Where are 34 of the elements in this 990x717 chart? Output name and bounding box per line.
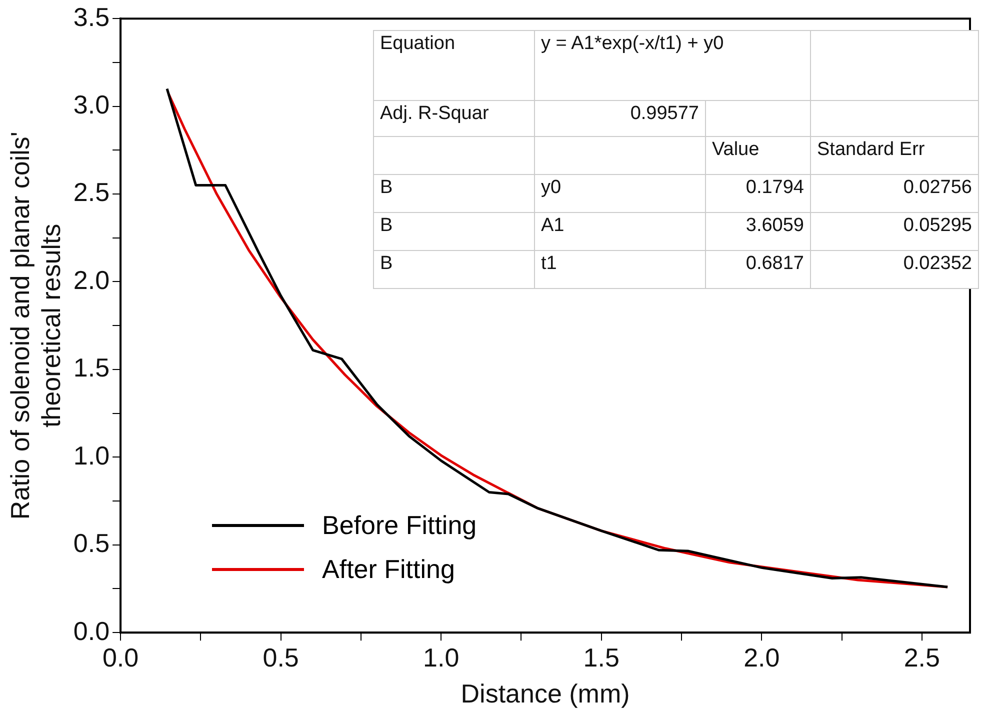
- annotation: 3.6059: [706, 212, 810, 250]
- legend-label: After Fitting: [322, 554, 455, 584]
- x-tick-label: 2.5: [904, 642, 940, 672]
- x-tick-label: 1.5: [583, 642, 620, 672]
- annotation: 0.99577: [534, 100, 706, 136]
- y-tick-label: 2.5: [73, 177, 110, 208]
- x-axis-title: Distance (mm): [460, 678, 630, 709]
- annotation: Adj. R-Squar: [374, 100, 534, 136]
- y-tick-label: 1.5: [73, 352, 110, 383]
- annotation: 0.6817: [706, 250, 810, 288]
- annotation: B: [374, 250, 534, 288]
- y-tick-label: 3.5: [73, 2, 110, 32]
- y-tick-label: 2.0: [73, 264, 110, 295]
- y-axis-title: Ratio of solenoid and planar coils' theoretical results: [4, 132, 66, 520]
- x-tick-label: 0.5: [262, 642, 299, 672]
- legend-label: Before Fitting: [322, 510, 477, 540]
- annotation: Standard Err: [810, 136, 978, 174]
- annotation: B: [374, 212, 534, 250]
- annotation: A1: [534, 212, 706, 250]
- annotation: y0: [534, 174, 706, 212]
- annotation: B: [374, 174, 534, 212]
- x-tick-label: 2.0: [744, 642, 780, 672]
- y-tick-label: 0.5: [73, 528, 110, 558]
- y-tick-label: 3.0: [73, 89, 110, 120]
- annotation: 0.02756: [810, 174, 978, 212]
- x-tick-label: 1.0: [423, 642, 460, 672]
- annotation: Value: [706, 136, 810, 174]
- annotation: 0.05295: [810, 212, 978, 250]
- annotation: Equation: [374, 30, 534, 100]
- y-tick-label: 1.0: [73, 440, 110, 470]
- annotation: 0.02352: [810, 250, 978, 288]
- annotation: y = A1*exp(-x/t1) + y0: [534, 30, 810, 100]
- annotation: t1: [534, 250, 706, 288]
- annotation: 0.1794: [706, 174, 810, 212]
